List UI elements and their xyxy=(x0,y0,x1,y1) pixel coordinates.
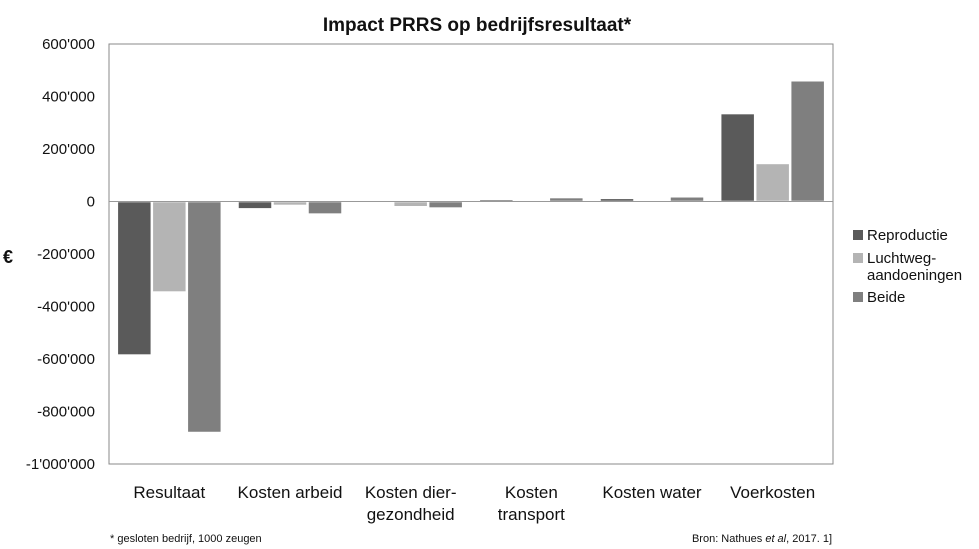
category-label: Kosten arbeid xyxy=(238,483,343,502)
y-tick-label: -200'000 xyxy=(37,246,95,263)
bar xyxy=(151,200,188,293)
legend-swatch xyxy=(853,253,863,263)
bar xyxy=(237,200,273,210)
category-label: Kosten xyxy=(505,483,558,502)
y-tick-label: -600'000 xyxy=(37,351,95,368)
y-tick-label: -800'000 xyxy=(37,404,95,421)
legend-label: Reproductie xyxy=(867,227,948,244)
footnote-left: * gesloten bedrijf, 1000 zeugen xyxy=(110,533,262,545)
y-tick-label: -400'000 xyxy=(37,299,95,316)
category-label: Kosten dier- xyxy=(365,483,457,502)
legend: Reproductie Luchtweg-aandoeningen Beide xyxy=(853,227,962,306)
bar xyxy=(427,200,464,209)
bar xyxy=(116,200,153,356)
y-tick-label: 200'000 xyxy=(42,141,95,158)
category-label: transport xyxy=(498,505,565,524)
bar xyxy=(392,200,429,208)
legend-label: Luchtweg-aandoeningen xyxy=(867,250,962,284)
bar xyxy=(186,200,223,434)
bar xyxy=(548,196,585,203)
bar xyxy=(719,112,756,203)
bar-group xyxy=(116,80,826,434)
chart-title: Impact PRRS op bedrijfsresultaat* xyxy=(323,15,632,36)
y-tick-label: 400'000 xyxy=(42,89,95,106)
bar xyxy=(789,80,826,203)
y-tick-label: -1'000'000 xyxy=(26,456,95,473)
y-tick-label: 600'000 xyxy=(42,36,95,53)
bar xyxy=(669,196,705,203)
bar xyxy=(754,162,791,203)
category-label: Voerkosten xyxy=(730,483,815,502)
bar xyxy=(272,200,308,207)
category-label: Resultaat xyxy=(133,483,205,502)
category-label: gezondheid xyxy=(367,505,455,524)
category-label: Kosten water xyxy=(602,483,702,502)
source-suffix: , 2017. 1] xyxy=(786,533,832,545)
footnote-right: Bron: Nathues et al, 2017. 1] xyxy=(692,533,832,545)
source-prefix: Bron: Nathues xyxy=(692,533,765,545)
y-axis-label: € xyxy=(3,247,13,267)
bar xyxy=(307,200,343,215)
legend-label: Beide xyxy=(867,289,905,306)
source-italic: et al xyxy=(765,533,786,545)
legend-swatch xyxy=(853,230,863,240)
category-labels: Resultaat Kosten arbeid Kosten dier-gezond… xyxy=(133,483,815,524)
y-axis-ticks: 600'000 400'000 200'000 0 -200'000 -400'000 -6… xyxy=(26,36,95,473)
plot-area-border xyxy=(108,43,834,465)
y-tick-label: 0 xyxy=(87,194,95,211)
legend-swatch xyxy=(853,292,863,302)
